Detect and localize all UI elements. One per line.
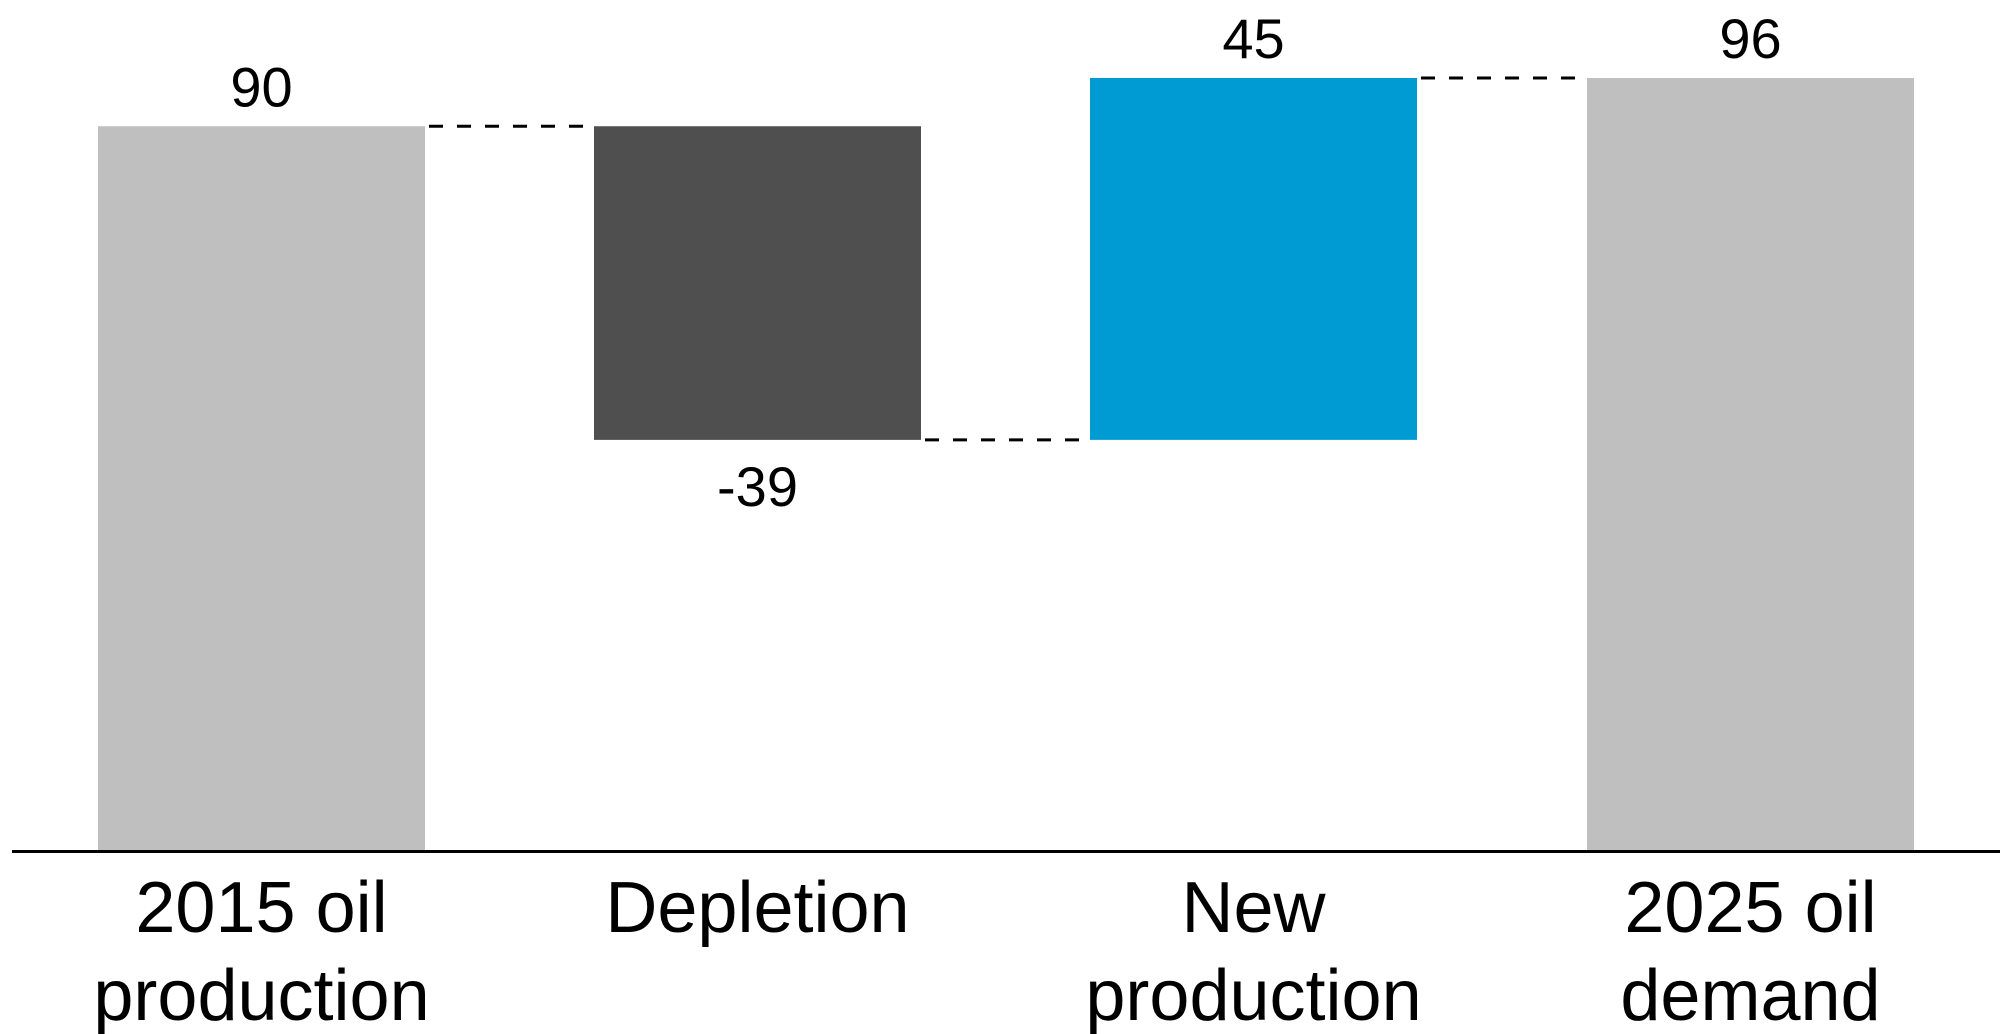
category-label-line: New (1181, 868, 1326, 948)
bars (98, 78, 1914, 850)
category-label-line: production (93, 956, 429, 1034)
bar-2 (594, 126, 921, 440)
data-label-4: 96 (1719, 7, 1781, 70)
category-label-line: 2025 oil (1624, 868, 1876, 948)
category-label-line: 2015 oil (135, 868, 387, 948)
category-label-3: New production (1085, 868, 1421, 1034)
bar-3 (1090, 78, 1417, 440)
category-label-line: production (1085, 956, 1421, 1034)
category-label-line: Depletion (605, 868, 909, 948)
category-label-4: 2025 oil demand (1620, 868, 1880, 1034)
category-label-line: demand (1620, 956, 1880, 1034)
data-labels: 90 -39 45 96 (230, 7, 1781, 518)
data-label-3: 45 (1222, 7, 1284, 70)
data-label-2: -39 (717, 455, 798, 518)
bar-1 (98, 126, 425, 850)
data-label-1: 90 (230, 55, 292, 118)
category-label-2: Depletion (605, 868, 909, 948)
category-labels: 2015 oil production Depletion New production… (93, 868, 1880, 1034)
bar-4 (1587, 78, 1914, 850)
category-label-1: 2015 oil production (93, 868, 429, 1034)
